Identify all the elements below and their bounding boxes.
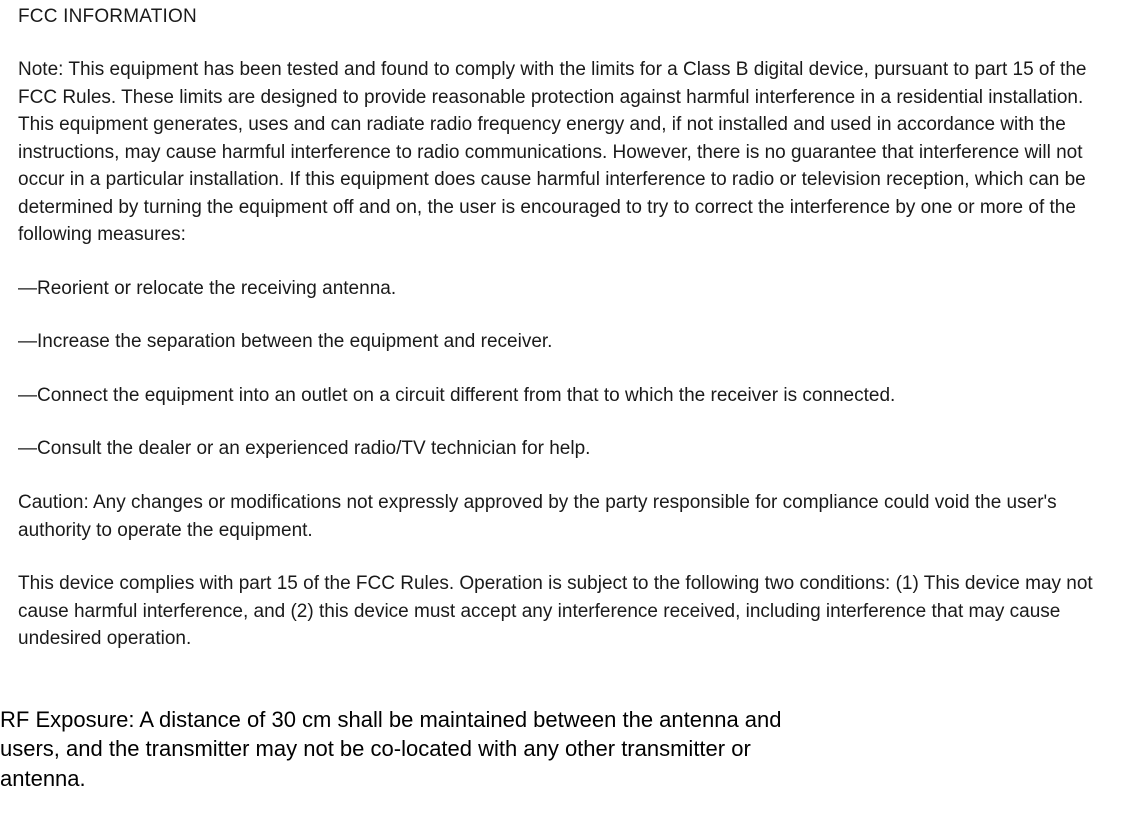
measure-item: —Consult the dealer or an experienced ra… — [18, 435, 1113, 463]
measure-item: —Reorient or relocate the receiving ante… — [18, 275, 1113, 303]
note-paragraph: Note: This equipment has been tested and… — [18, 56, 1113, 249]
caution-paragraph: Caution: Any changes or modifications no… — [18, 489, 1113, 544]
compliance-paragraph: This device complies with part 15 of the… — [18, 570, 1113, 653]
measure-item: —Increase the separation between the equ… — [18, 328, 1113, 356]
measure-item: —Connect the equipment into an outlet on… — [18, 382, 1113, 410]
section-title: FCC INFORMATION — [18, 6, 1113, 28]
fcc-section: FCC INFORMATION Note: This equipment has… — [0, 6, 1123, 653]
rf-exposure-paragraph: RF Exposure: A distance of 30 cm shall b… — [0, 705, 820, 794]
